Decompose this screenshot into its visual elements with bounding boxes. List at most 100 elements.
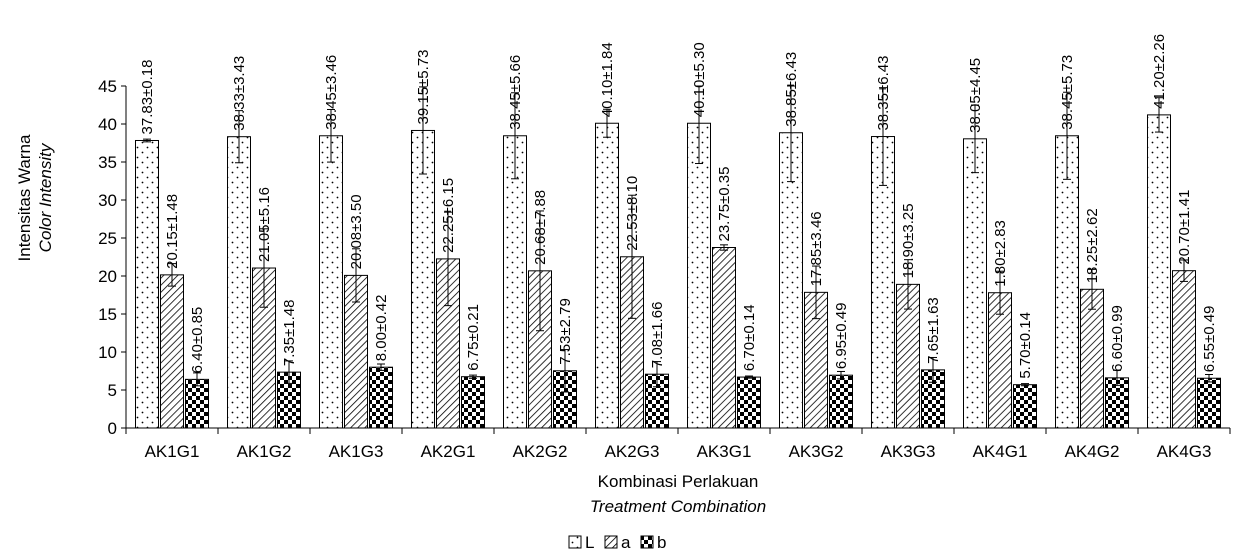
data-label-b-AK2G2: 7.53±2.79 [557, 298, 574, 365]
y-tick-label: 15 [98, 305, 117, 324]
data-label-a-AK3G2: 17.85±3.46 [808, 211, 825, 286]
legend-label: b [657, 533, 666, 552]
error-bar-a-AK1G1 [168, 263, 176, 287]
error-bar-L-AK3G1 [695, 85, 703, 165]
error-bar-b-AK4G1 [1021, 383, 1029, 387]
legend-label: a [621, 533, 631, 552]
bar-L-AK1G1 [135, 139, 159, 429]
data-label-L-AK1G1: 37.83±0.18 [139, 60, 156, 135]
bar-L-AK4G3 [1147, 114, 1171, 429]
x-tick-label: AK4G1 [973, 442, 1028, 461]
legend-item-a: a [604, 533, 631, 552]
bar-b-AK4G3 [1197, 377, 1221, 429]
data-label-b-AK1G1: 6.40±0.85 [189, 307, 206, 374]
data-label-L-AK3G1: 40.10±5.30 [691, 42, 708, 117]
data-label-a-AK4G1: 1.80±2.83 [992, 220, 1009, 287]
bar-L-AK2G1 [411, 129, 435, 429]
data-label-a-AK1G3: 20.08±3.50 [348, 194, 365, 269]
error-bar-a-AK3G2 [812, 265, 820, 320]
legend-item-L: L [568, 533, 594, 552]
y-tick-label: 0 [108, 419, 117, 438]
bar-b-AK3G1 [737, 376, 761, 429]
error-bar-L-AK2G1 [419, 86, 427, 175]
data-label-b-AK2G3: 7.08±1.66 [649, 302, 666, 369]
data-label-L-AK3G3: 38.35±6.43 [875, 56, 892, 131]
x-tick-label: AK4G3 [1157, 442, 1212, 461]
data-label-b-AK4G3: 6.55±0.49 [1201, 306, 1218, 373]
x-tick-label: AK1G3 [329, 442, 384, 461]
data-label-a-AK2G2: 20.68±7.88 [532, 190, 549, 265]
bar-L-AK1G2 [227, 136, 251, 429]
bar-L-AK2G3 [595, 122, 619, 429]
data-label-a-AK3G3: 18.90±3.25 [900, 203, 917, 278]
y-axis-label-en: Color Intensity [36, 142, 55, 252]
error-bar-a-AK2G1 [444, 211, 452, 307]
error-bar-b-AK1G3 [377, 363, 385, 371]
error-bar-b-AK3G1 [745, 375, 753, 379]
x-tick-label: AK3G3 [881, 442, 936, 461]
x-tick-label: AK3G2 [789, 442, 844, 461]
data-label-a-AK2G1: 22.25±6.15 [440, 178, 457, 253]
data-label-L-AK1G2: 38.33±3.43 [231, 56, 248, 131]
error-bar-L-AK1G3 [327, 108, 335, 163]
error-bar-a-AK2G3 [628, 194, 636, 319]
error-bar-L-AK3G3 [879, 87, 887, 186]
error-bar-a-AK3G3 [904, 259, 912, 310]
error-bar-a-AK4G1 [996, 270, 1004, 315]
data-label-L-AK3G2: 38.85±6.43 [783, 52, 800, 127]
legend-swatch [568, 535, 582, 549]
x-tick-label: AK2G1 [421, 442, 476, 461]
bar-a-AK4G2 [1080, 288, 1104, 429]
bar-a-AK4G3 [1172, 270, 1196, 429]
data-label-a-AK1G1: 20.15±1.48 [164, 194, 181, 269]
data-label-b-AK4G1: 5.70±0.14 [1017, 312, 1034, 379]
x-axis-tick-labels: AK1G1 AK1G2 AK1G3 AK2G1 AK2G2 AK2G3 AK3G1 AK3G2… [125, 428, 1231, 461]
bar-a-AK3G1 [712, 247, 736, 429]
y-tick-label: 45 [98, 77, 117, 96]
error-bar-L-AK4G3 [1155, 97, 1163, 133]
error-bar-b-AK2G2 [561, 349, 569, 393]
bar-b-AK3G2 [829, 374, 853, 429]
error-bar-b-AK1G2 [285, 360, 293, 384]
error-bar-a-AK1G3 [352, 248, 360, 303]
data-label-b-AK3G2: 6.95±0.49 [833, 303, 850, 370]
data-label-L-AK2G3: 40.10±1.84 [599, 42, 616, 117]
x-tick-label: AK2G2 [513, 442, 568, 461]
y-axis-ticks: 0 5 10 15 20 25 30 35 40 45 [98, 77, 126, 438]
value-labels-layer: 37.83±0.18 38.33±3.43 38.45±3.46 39.15±5.73… [139, 34, 1218, 379]
legend-item-b: b [640, 533, 666, 552]
error-bar-b-AK4G3 [1205, 373, 1213, 383]
error-bar-L-AK1G2 [235, 110, 243, 164]
error-bar-L-AK1G1 [143, 138, 151, 143]
legend-label: L [585, 533, 594, 552]
data-label-a-AK2G3: 22.53±8.10 [624, 176, 641, 251]
error-bar-a-AK4G3 [1180, 259, 1188, 282]
error-bar-b-AK3G3 [929, 356, 937, 383]
error-bar-b-AK4G2 [1113, 369, 1121, 386]
error-bar-L-AK2G3 [603, 108, 611, 138]
data-label-L-AK2G2: 38.45±5.66 [507, 55, 524, 130]
error-bar-a-AK2G2 [536, 210, 544, 332]
data-label-a-AK4G3: 20.70±1.41 [1176, 190, 1193, 265]
bar-L-AK1G3 [319, 135, 343, 429]
data-label-L-AK4G3: 41.20±2.26 [1151, 34, 1168, 109]
y-axis-title: Intensitas Warna Color Intensity [15, 134, 55, 261]
bar-b-AK1G3 [369, 366, 393, 429]
data-label-a-AK1G2: 21.05±5.16 [256, 187, 273, 262]
error-bar-a-AK3G1 [720, 244, 728, 251]
data-label-b-AK3G1: 6.70±0.14 [741, 304, 758, 371]
x-axis-label: Kombinasi Perlakuan [598, 472, 759, 491]
y-tick-label: 20 [98, 267, 117, 286]
bar-b-AK1G1 [185, 378, 209, 429]
data-label-b-AK3G3: 7.65±1.63 [925, 297, 942, 364]
y-tick-label: 35 [98, 153, 117, 172]
error-bar-L-AK2G2 [511, 92, 519, 180]
bars-layer [135, 114, 1221, 429]
data-label-L-AK2G1: 39.15±5.73 [415, 49, 432, 124]
data-label-b-AK1G3: 8.00±0.42 [373, 295, 390, 362]
legend-swatch [604, 535, 618, 549]
y-tick-label: 40 [98, 115, 117, 134]
error-bar-L-AK4G2 [1063, 91, 1071, 180]
